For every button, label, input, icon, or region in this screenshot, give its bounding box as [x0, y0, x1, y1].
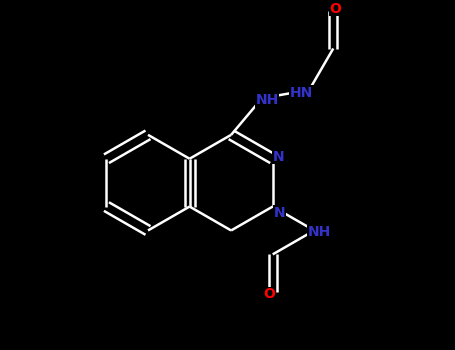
Text: O: O — [263, 287, 275, 301]
Text: NH: NH — [308, 225, 331, 239]
Text: O: O — [329, 2, 341, 16]
Text: N: N — [274, 205, 286, 219]
Text: HN: HN — [290, 86, 313, 100]
Text: NH: NH — [255, 93, 278, 107]
Text: N: N — [273, 150, 284, 164]
